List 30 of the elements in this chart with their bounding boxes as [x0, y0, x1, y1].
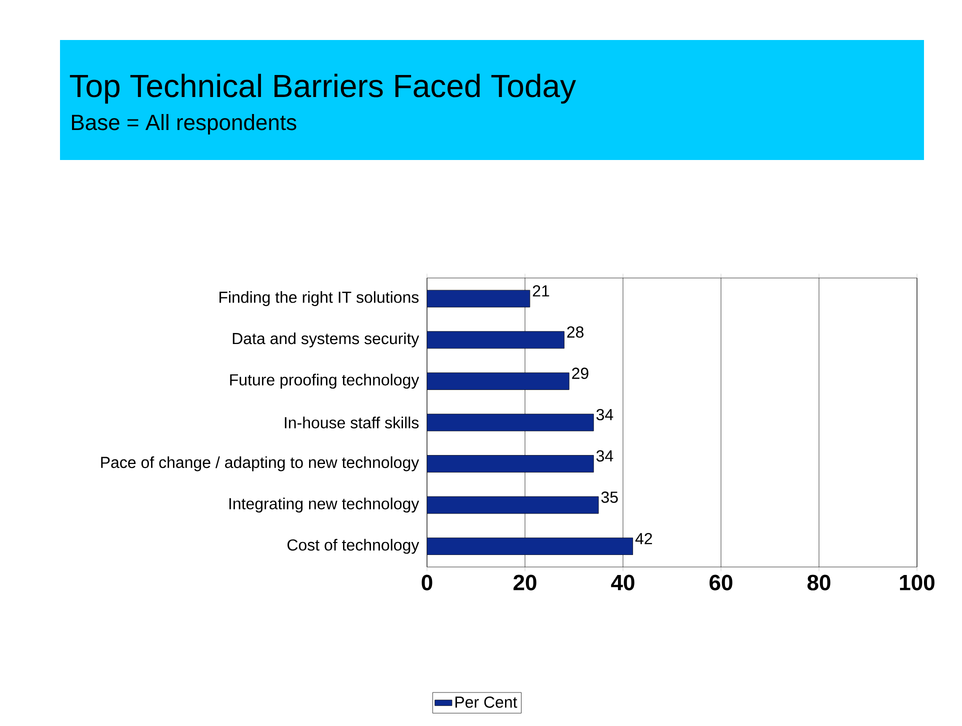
y-tick-label: Cost of technology — [287, 538, 420, 554]
data-label: 21 — [532, 285, 550, 296]
x-tick-label: 100 — [900, 574, 934, 590]
y-tick-label: Future proofing technology — [230, 374, 420, 389]
data-label: 34 — [596, 408, 614, 420]
bar — [427, 414, 594, 432]
bar — [427, 496, 599, 514]
legend-label: Per Cent — [455, 696, 518, 708]
x-tick-label: 20 — [514, 574, 536, 590]
bar — [427, 290, 530, 308]
bar — [427, 372, 570, 390]
x-tick-label: 60 — [710, 574, 732, 590]
x-tick-label: 0 — [422, 574, 432, 590]
y-tick-label: Integrating new technology — [229, 498, 420, 513]
text: Base = All respondents — [72, 114, 296, 135]
data-label: 35 — [601, 492, 618, 503]
x-tick-label: 40 — [611, 574, 634, 590]
data-label: 28 — [567, 326, 584, 338]
data-label: 42 — [635, 532, 652, 544]
x-tick-label: 80 — [807, 574, 830, 590]
y-tick-label: Data and systems security — [232, 332, 420, 348]
bar — [427, 455, 594, 472]
y-tick-label: Finding the right IT solutions — [220, 291, 419, 306]
chart-title: Top Technical Barriers Faced Today — [70, 74, 576, 104]
bar — [427, 538, 633, 556]
y-tick-label: Pace of change / adapting to new technology — [101, 456, 420, 472]
y-tick-label: In-house staff skills — [284, 416, 419, 428]
bar — [427, 331, 564, 349]
data-label: 29 — [572, 368, 588, 380]
data-label: 34 — [596, 450, 614, 462]
